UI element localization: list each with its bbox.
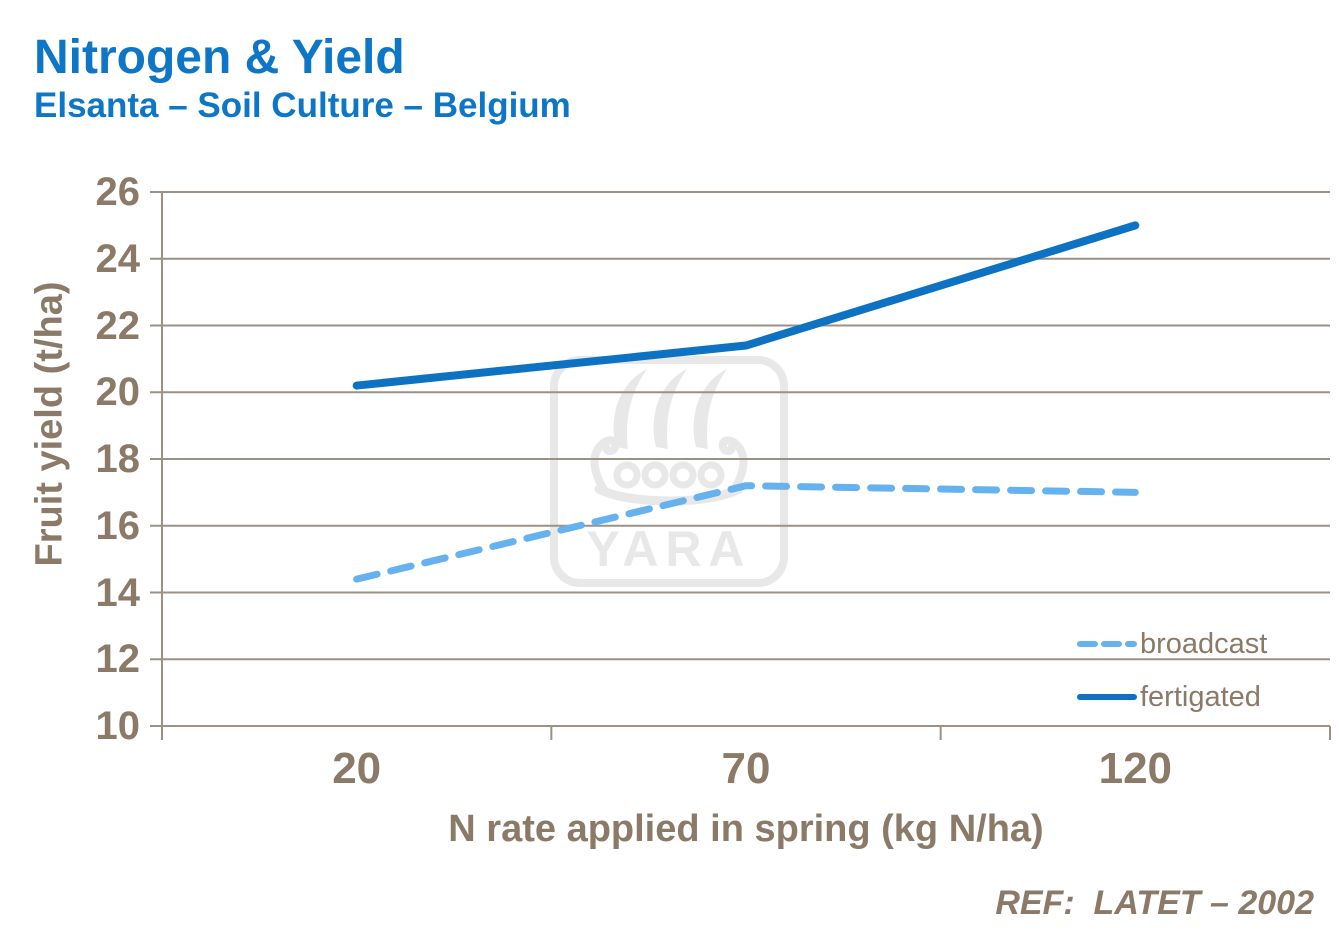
- y-tick-label: 26: [95, 170, 141, 214]
- page-title: Nitrogen & Yield: [34, 31, 405, 84]
- y-tick-label: 10: [95, 704, 141, 748]
- y-tick-label: 12: [95, 637, 141, 682]
- y-axis-title: Fruit yield (t/ha): [28, 281, 71, 567]
- legend-label-broadcast: broadcast: [1140, 628, 1268, 660]
- x-tick-label: 120: [1098, 744, 1173, 793]
- x-tick-label: 70: [721, 744, 771, 793]
- legend: broadcast fertigated: [1076, 626, 1267, 732]
- x-tick-label: 20: [332, 744, 382, 793]
- legend-item-broadcast: broadcast: [1076, 626, 1267, 662]
- reference-text: REF: LATET – 2002: [995, 884, 1314, 922]
- viking-ship-icon: [590, 369, 748, 506]
- watermark: YARA: [549, 355, 789, 588]
- page-subtitle: Elsanta – Soil Culture – Belgium: [34, 86, 571, 125]
- legend-label-fertigated: fertigated: [1140, 681, 1261, 713]
- legend-item-fertigated: fertigated: [1076, 679, 1267, 715]
- x-axis-tick-labels: 20 70 120: [162, 744, 1330, 794]
- x-axis-title: N rate applied in spring (kg N/ha): [448, 808, 1044, 850]
- yara-logo-icon: YARA: [550, 356, 788, 587]
- y-tick-label: 16: [95, 503, 141, 548]
- dashed-line-icon: [1077, 641, 1137, 647]
- y-tick-label: 24: [95, 236, 141, 281]
- watermark-brand-text: YARA: [586, 521, 751, 577]
- y-tick-label: 22: [95, 303, 141, 348]
- y-tick-label: 18: [95, 437, 141, 481]
- y-tick-label: 14: [95, 570, 141, 615]
- y-axis-tick-labels: 26 24 22 20 18 16 14 12 10: [40, 168, 141, 750]
- solid-line-icon: [1077, 694, 1137, 700]
- y-tick-label: 20: [95, 370, 141, 415]
